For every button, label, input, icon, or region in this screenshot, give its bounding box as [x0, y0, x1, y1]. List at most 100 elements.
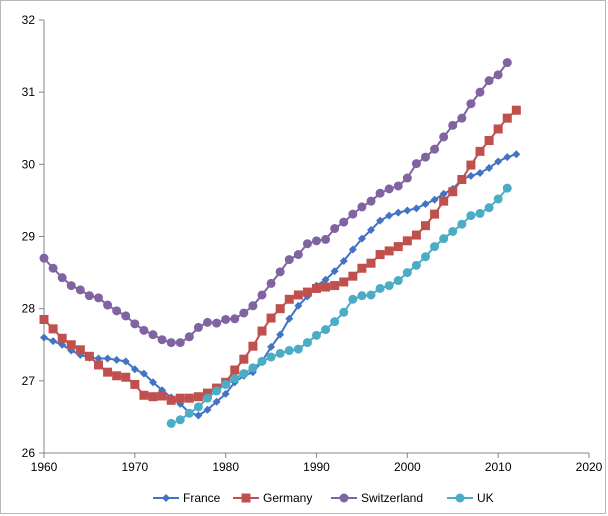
data-point-switzerland [312, 236, 321, 246]
data-point-uk [430, 242, 440, 252]
data-point-france [394, 208, 403, 217]
data-point-switzerland [275, 267, 285, 277]
data-point-uk [348, 294, 358, 304]
data-point-uk [475, 208, 485, 218]
x-tick-label: 2020 [576, 460, 603, 474]
data-point-switzerland [457, 113, 467, 123]
y-tick-label: 32 [22, 13, 36, 27]
data-point-germany [112, 371, 122, 381]
data-point-germany [302, 287, 312, 297]
data-point-switzerland [57, 273, 67, 283]
legend-marker-switzerland [339, 493, 349, 503]
data-point-uk [466, 211, 476, 221]
data-point-germany [366, 258, 376, 268]
data-point-germany [248, 341, 258, 351]
data-point-germany [493, 124, 503, 134]
data-point-uk [248, 363, 258, 373]
data-point-france [339, 257, 348, 266]
data-point-france [357, 234, 366, 243]
data-point-switzerland [257, 290, 267, 300]
data-point-germany [321, 282, 331, 292]
data-point-germany [457, 174, 467, 184]
data-point-france [294, 301, 303, 310]
data-point-france [376, 216, 385, 225]
data-point-switzerland [493, 70, 503, 80]
legend-marker-uk [455, 493, 465, 503]
data-point-switzerland [502, 58, 512, 68]
x-tick-label: 1990 [303, 460, 330, 474]
data-point-uk [357, 291, 367, 301]
x-tick-label: 1980 [212, 460, 239, 474]
data-point-switzerland [384, 184, 394, 194]
data-point-switzerland [130, 319, 140, 329]
data-point-switzerland [66, 281, 76, 291]
data-point-germany [166, 395, 176, 405]
data-point-switzerland [212, 318, 222, 328]
series-line-uk [170, 187, 509, 425]
data-point-switzerland [339, 217, 349, 227]
data-point-france [439, 189, 448, 198]
data-point-uk [175, 415, 185, 425]
data-point-france [267, 342, 276, 351]
data-point-uk [402, 268, 412, 278]
data-point-switzerland [84, 291, 94, 301]
x-tick-label: 1960 [31, 460, 58, 474]
data-point-france [485, 163, 494, 172]
data-point-switzerland [421, 152, 430, 162]
data-point-france [149, 378, 157, 387]
data-point-switzerland [357, 202, 367, 212]
data-point-uk [439, 234, 449, 244]
data-point-switzerland [466, 99, 476, 109]
data-point-germany [275, 304, 285, 314]
data-point-uk [284, 346, 294, 356]
data-point-uk [457, 219, 467, 229]
data-point-germany [284, 294, 294, 304]
data-point-uk [312, 330, 321, 340]
data-point-germany [75, 345, 85, 355]
data-point-france [194, 411, 203, 420]
x-tick-label: 1970 [121, 460, 148, 474]
data-point-germany [84, 351, 94, 361]
data-point-switzerland [411, 159, 421, 169]
data-point-uk [448, 226, 458, 236]
data-point-france [112, 355, 121, 364]
data-point-france [466, 171, 475, 180]
data-point-france [103, 354, 112, 363]
data-point-france [221, 389, 230, 398]
x-tick-label: 2010 [485, 460, 512, 474]
data-point-germany [175, 393, 185, 403]
data-point-germany [193, 392, 203, 402]
data-point-germany [230, 365, 240, 375]
data-point-germany [184, 393, 194, 403]
legend-marker-germany [241, 493, 251, 503]
data-point-uk [384, 281, 394, 291]
data-point-switzerland [484, 76, 494, 86]
data-point-germany [103, 367, 113, 377]
data-point-france [421, 200, 430, 209]
data-point-uk [366, 290, 376, 300]
data-point-uk [302, 338, 312, 348]
data-point-switzerland [39, 253, 49, 263]
data-point-switzerland [248, 301, 258, 311]
data-point-germany [239, 354, 249, 364]
data-point-switzerland [375, 188, 385, 198]
data-point-france [212, 397, 221, 406]
data-point-germany [466, 160, 476, 170]
data-point-germany [57, 333, 67, 343]
data-point-switzerland [75, 285, 85, 295]
data-point-switzerland [366, 196, 376, 206]
data-point-switzerland [348, 209, 358, 219]
data-point-germany [430, 209, 440, 219]
data-point-switzerland [193, 322, 203, 332]
data-point-france [430, 195, 439, 204]
data-point-france [512, 150, 521, 159]
data-point-uk [330, 317, 340, 327]
y-tick-label: 28 [22, 302, 36, 316]
data-point-germany [421, 221, 430, 231]
data-point-uk [193, 402, 203, 412]
data-point-germany [94, 360, 103, 370]
data-point-switzerland [230, 314, 240, 324]
data-point-uk [266, 352, 276, 362]
data-point-germany [148, 392, 158, 402]
data-point-switzerland [439, 132, 449, 142]
